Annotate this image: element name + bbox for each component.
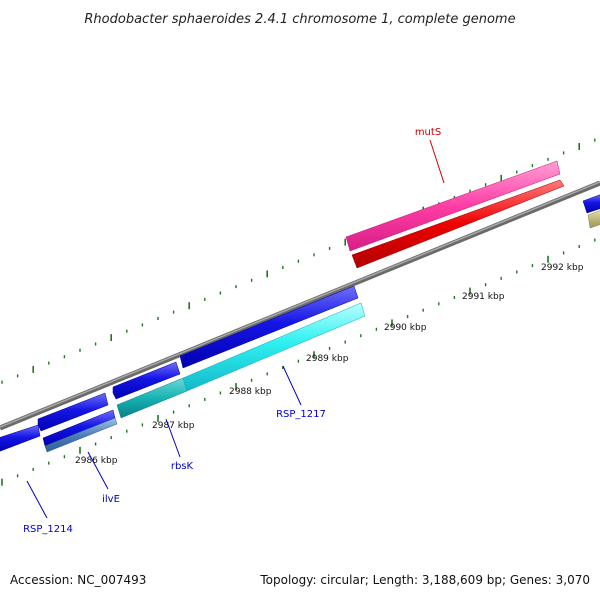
accession-text: Accession: NC_007493 <box>10 573 147 587</box>
leader-line-mutS <box>429 139 445 184</box>
genome-backbone <box>0 180 600 431</box>
cds-forward-1[interactable] <box>0 424 41 452</box>
genome-backbone-highlight <box>0 181 600 428</box>
cds-reverse-steel[interactable] <box>44 417 118 453</box>
tick-marks-upper <box>1 138 596 384</box>
gene-label-rbsK[interactable]: rbsK <box>171 461 194 472</box>
leader-line-rbsK <box>165 418 181 458</box>
position-label-2988: 2988 kbp <box>229 387 272 397</box>
gene-label-RSP_1214[interactable]: RSP_1214 <box>23 524 73 535</box>
cds-reverse-khaki[interactable] <box>587 210 600 229</box>
cds-forward-2[interactable] <box>37 392 109 432</box>
cds-forward-4[interactable] <box>179 285 359 369</box>
position-label-2991: 2991 kbp <box>462 292 505 302</box>
cds-forward-3[interactable] <box>112 361 181 400</box>
gene-label-mutS[interactable]: mutS <box>415 127 441 138</box>
gene-label-ilvE[interactable]: ilvE <box>102 494 120 505</box>
gene-label-RSP_1217[interactable]: RSP_1217 <box>276 409 326 420</box>
cds-forward-right-edge[interactable] <box>582 194 600 214</box>
cds-forward-pink[interactable] <box>345 160 561 252</box>
cds-reverse-cyan[interactable] <box>182 302 366 392</box>
position-label-2992: 2992 kbp <box>541 263 584 273</box>
cds-reverse-red[interactable] <box>351 179 565 269</box>
position-label-2986: 2986 kbp <box>75 456 118 466</box>
map-title: Rhodobacter sphaeroides 2.4.1 chromosome… <box>84 12 515 27</box>
leader-line-RSP_1214 <box>26 480 48 519</box>
topology-text: Topology: circular; Length: 3,188,609 bp… <box>260 573 590 587</box>
position-label-2990: 2990 kbp <box>384 323 427 333</box>
position-label-2987: 2987 kbp <box>152 421 195 431</box>
position-label-2989: 2989 kbp <box>306 354 349 364</box>
tick-marks-lower <box>1 238 596 486</box>
leader-line-ilvE <box>87 451 109 490</box>
leader-line-RSP_1217 <box>282 365 302 406</box>
